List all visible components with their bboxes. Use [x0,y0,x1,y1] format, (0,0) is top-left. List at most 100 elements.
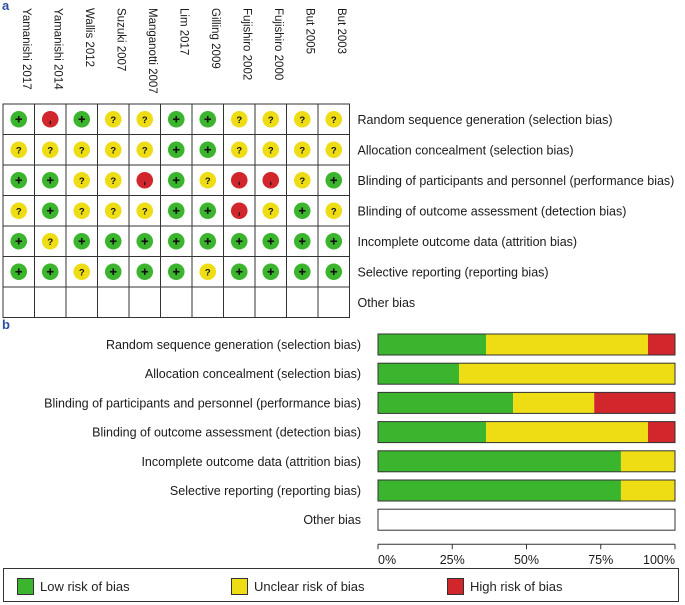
legend-swatch-high [447,577,464,595]
question-mark-icon: ? [110,206,116,217]
judgement-unclear-yamanishi-2014-row-2: ? [41,141,59,159]
judgement-low-manganotti-2007-row-6 [136,263,154,281]
judgement-unclear-but-2003-row-4: ? [325,202,343,220]
question-mark-icon: ? [142,115,148,126]
judgement-low-yamanishi-2014-row-3 [41,171,59,189]
question-mark-icon: ? [110,176,116,187]
judgement-low-fujishiro-2000-row-6 [262,263,280,281]
question-mark-icon: ? [47,145,53,156]
bar-segment-low-2 [378,363,460,385]
question-mark-icon: ? [299,115,305,126]
legend-item-high: High risk of bias [447,577,562,595]
judgement-circle [325,110,343,128]
x-tick-label: 25% [440,553,465,567]
judgement-low-but-2005-row-6 [293,263,311,281]
judgement-circle [10,202,28,220]
judgement-low-yamanishi-2014-row-6 [41,263,59,281]
judgement-low-yamanishi-2014-row-4 [41,202,59,220]
judgement-low-gilling-2009-row-5 [199,232,217,250]
bar-outline-1 [377,333,676,356]
judgement-unclear-fujishiro-2000-row-4: ? [262,202,280,220]
domain-label-random-sequence-generation-selection-bias: Random sequence generation (selection bi… [358,113,613,127]
question-mark-icon: ? [16,206,22,217]
question-mark-icon: ? [142,145,148,156]
domain-label-incomplete-outcome-data-attrition-bias: Incomplete outcome data (attrition bias) [358,235,578,249]
legend-swatch-low [17,577,34,595]
study-header-lim-2017: Lim 2017 [177,8,189,55]
bar-label-allocation-concealment-selection-bias: Allocation concealment (selection bias) [145,367,361,381]
judgement-unclear-manganotti-2007-row-4: ? [136,202,154,220]
legend-item-unclear: Unclear risk of bias [231,577,365,595]
judgement-circle [293,171,311,189]
question-mark-icon: ? [110,145,116,156]
bar-label-blinding-of-participants-and-personnel-performance-bias: Blinding of participants and personnel (… [44,396,361,410]
question-mark-icon: ? [299,176,305,187]
study-header-yamanishi-2017: Yamanishi 2017 [20,8,32,90]
question-mark-icon: ? [268,145,274,156]
judgement-low-manganotti-2007-row-5 [136,232,154,250]
question-mark-icon: ? [268,115,274,126]
bar-outline-6 [377,479,676,502]
judgement-low-fujishiro-2002-row-5 [230,232,248,250]
judgement-high-fujishiro-2000-row-3 [262,171,280,189]
question-mark-icon: ? [79,206,85,217]
judgement-circle [136,141,154,159]
risk-of-bias-summary-table: Yamanishi 2017 Yamanishi 2014 Wallis 2012 S… [2,8,674,318]
judgement-circle [41,110,59,128]
study-header-manganotti-2007: Manganotti 2007 [146,8,158,94]
judgement-low-lim-2017-row-2 [167,141,185,159]
judgement-high-fujishiro-2002-row-3 [230,171,248,189]
judgement-unclear-manganotti-2007-row-1: ? [136,110,154,128]
judgement-low-lim-2017-row-5 [167,232,185,250]
bar-outline-4 [377,421,676,444]
judgement-unclear-yamanishi-2017-row-4: ? [10,202,28,220]
judgement-low-but-2003-row-6 [325,263,343,281]
legend-swatch-unclear [231,577,248,595]
bar-segment-low-5 [378,450,621,472]
judgement-low-but-2005-row-4 [293,202,311,220]
judgement-low-gilling-2009-row-2 [199,141,217,159]
judgement-unclear-fujishiro-2000-row-1: ? [262,110,280,128]
legend-item-low: Low risk of bias [17,577,130,595]
table-grid-border [2,103,350,318]
judgement-low-yamanishi-2017-row-3 [10,171,28,189]
question-mark-icon: ? [331,115,337,126]
x-tick-label: 75% [588,553,613,567]
judgement-low-suzuki-2007-row-5 [104,232,122,250]
bar-segment-low-4 [378,421,487,443]
question-mark-icon: ? [205,267,211,278]
judgement-circle [199,263,217,281]
legend-label-high: High risk of bias [470,578,563,594]
judgement-high-manganotti-2007-row-3 [136,171,154,189]
question-mark-icon: ? [236,115,242,126]
study-header-suzuki-2007: Suzuki 2007 [114,8,126,71]
x-tick-label: 100% [643,553,675,567]
judgement-circle [104,110,122,128]
judgement-low-fujishiro-2002-row-6 [230,263,248,281]
bar-segment-unclear-4 [486,421,648,443]
judgement-circle [136,171,154,189]
bar-segment-unclear-6 [620,480,675,501]
judgement-unclear-yamanishi-2014-row-5: ? [41,232,59,250]
panel-b-label: b [2,317,10,332]
question-mark-icon: ? [236,145,242,156]
judgement-low-lim-2017-row-3 [167,171,185,189]
x-tick-label: 50% [514,553,539,567]
judgement-low-yamanishi-2017-row-5 [10,232,28,250]
judgement-low-but-2003-row-5 [325,232,343,250]
bar-label-random-sequence-generation-selection-bias: Random sequence generation (selection bi… [106,338,361,352]
judgement-circle [293,110,311,128]
judgement-low-lim-2017-row-4 [167,202,185,220]
judgement-unclear-fujishiro-2000-row-2: ? [262,141,280,159]
judgement-circle [262,141,280,159]
judgement-unclear-but-2003-row-2: ? [325,141,343,159]
study-header-wallis-2012: Wallis 2012 [83,8,95,67]
judgement-unclear-wallis-2012-row-6: ? [73,263,91,281]
judgement-circle [325,141,343,159]
bar-segment-high-4 [647,421,675,443]
judgement-circle [104,171,122,189]
bar-outline-5 [377,450,676,473]
bar-outline-3 [377,391,676,414]
question-mark-icon: ? [16,145,22,156]
judgement-circle [104,202,122,220]
